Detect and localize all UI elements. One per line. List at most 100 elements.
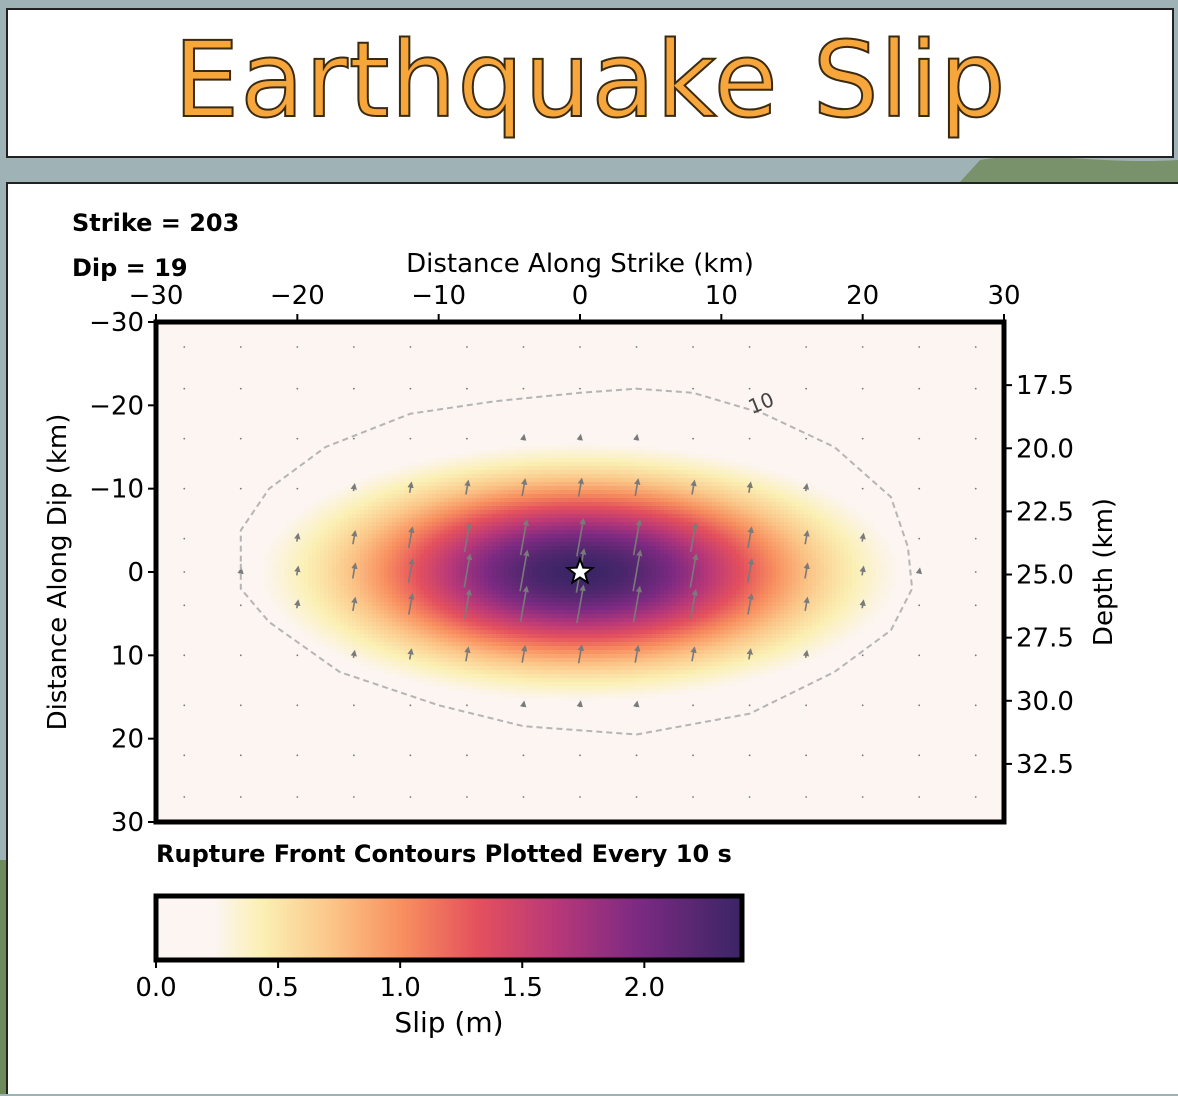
heatmap-cell <box>568 498 573 503</box>
heatmap-cell <box>756 506 761 511</box>
heatmap-cell <box>820 506 825 511</box>
heatmap-cell <box>464 558 469 563</box>
heatmap-cell <box>472 498 477 503</box>
heatmap-cell <box>384 494 389 499</box>
heatmap-cell <box>684 590 689 595</box>
heatmap-cell <box>452 506 457 511</box>
heatmap-cell <box>628 450 633 455</box>
heatmap-cell <box>652 446 657 451</box>
heatmap-cell <box>464 498 469 503</box>
heatmap-cell <box>400 558 405 563</box>
heatmap-cell <box>420 466 425 471</box>
heatmap-cell <box>272 578 277 583</box>
heatmap-cell <box>644 546 649 551</box>
heatmap-cell <box>776 518 781 523</box>
heatmap-cell <box>352 542 357 547</box>
heatmap-cell <box>520 454 525 459</box>
heatmap-cell <box>288 586 293 591</box>
heatmap-cell <box>668 538 673 543</box>
heatmap-cell <box>816 534 821 539</box>
heatmap-cell <box>308 522 313 527</box>
heatmap-cell <box>584 550 589 555</box>
heatmap-cell <box>564 522 569 527</box>
heatmap-cell <box>500 538 505 543</box>
heatmap-cell <box>380 494 385 499</box>
heatmap-cell <box>672 550 677 555</box>
heatmap-cell <box>700 574 705 579</box>
heatmap-cell <box>412 586 417 591</box>
heatmap-cell <box>784 574 789 579</box>
heatmap-cell <box>784 506 789 511</box>
heatmap-cell <box>556 550 561 555</box>
heatmap-cell <box>664 478 669 483</box>
heatmap-cell <box>764 526 769 531</box>
heatmap-cell <box>564 478 569 483</box>
heatmap-cell <box>424 578 429 583</box>
heatmap-cell <box>768 586 773 591</box>
heatmap-cell <box>776 582 781 587</box>
heatmap-cell <box>604 590 609 595</box>
heatmap-cell <box>504 498 509 503</box>
heatmap-cell <box>332 490 337 495</box>
heatmap-cell <box>680 514 685 519</box>
heatmap-cell <box>372 550 377 555</box>
heatmap-cell <box>712 474 717 479</box>
heatmap-cell <box>348 494 353 499</box>
heatmap-cell <box>316 550 321 555</box>
heatmap-cell <box>416 558 421 563</box>
heatmap-cell <box>292 558 297 563</box>
heatmap-cell <box>852 566 857 571</box>
heatmap-cell <box>592 446 597 451</box>
heatmap-cell <box>688 542 693 547</box>
heatmap-cell <box>776 550 781 555</box>
heatmap-cell <box>684 574 689 579</box>
heatmap-cell <box>780 498 785 503</box>
heatmap-cell <box>288 566 293 571</box>
heatmap-cell <box>644 474 649 479</box>
heatmap-cell <box>652 526 657 531</box>
heatmap-cell <box>872 530 877 535</box>
heatmap-cell <box>884 538 889 543</box>
heatmap-cell <box>808 582 813 587</box>
heatmap-cell <box>300 546 305 551</box>
heatmap-cell <box>584 442 589 447</box>
heatmap-cell <box>324 514 329 519</box>
heatmap-cell <box>700 534 705 539</box>
heatmap-cell <box>600 542 605 547</box>
heatmap-cell <box>340 522 345 527</box>
heatmap-cell <box>404 554 409 559</box>
heatmap-cell <box>292 550 297 555</box>
heatmap-cell <box>868 522 873 527</box>
heatmap-cell <box>456 502 461 507</box>
heatmap-cell <box>348 546 353 551</box>
heatmap-cell <box>876 542 881 547</box>
heatmap-cell <box>584 470 589 475</box>
heatmap-cell <box>344 558 349 563</box>
heatmap-cell <box>468 578 473 583</box>
heatmap-cell <box>460 518 465 523</box>
heatmap-cell <box>736 586 741 591</box>
heatmap-cell <box>276 570 281 575</box>
heatmap-cell <box>424 490 429 495</box>
heatmap-cell <box>680 542 685 547</box>
heatmap-cell <box>588 506 593 511</box>
heatmap-cell <box>676 510 681 515</box>
heatmap-cell <box>744 522 749 527</box>
heatmap-cell <box>368 526 373 531</box>
heatmap-cell <box>508 566 513 571</box>
heatmap-cell <box>332 518 337 523</box>
heatmap-cell <box>736 590 741 595</box>
heatmap-cell <box>764 466 769 471</box>
heatmap-cell <box>796 498 801 503</box>
heatmap-cell <box>740 546 745 551</box>
heatmap-cell <box>756 578 761 583</box>
heatmap-cell <box>324 550 329 555</box>
heatmap-cell <box>788 526 793 531</box>
heatmap-cell <box>808 482 813 487</box>
heatmap-cell <box>544 534 549 539</box>
heatmap-cell <box>812 522 817 527</box>
heatmap-cell <box>664 554 669 559</box>
heatmap-cell <box>424 558 429 563</box>
heatmap-cell <box>540 502 545 507</box>
heatmap-cell <box>588 534 593 539</box>
